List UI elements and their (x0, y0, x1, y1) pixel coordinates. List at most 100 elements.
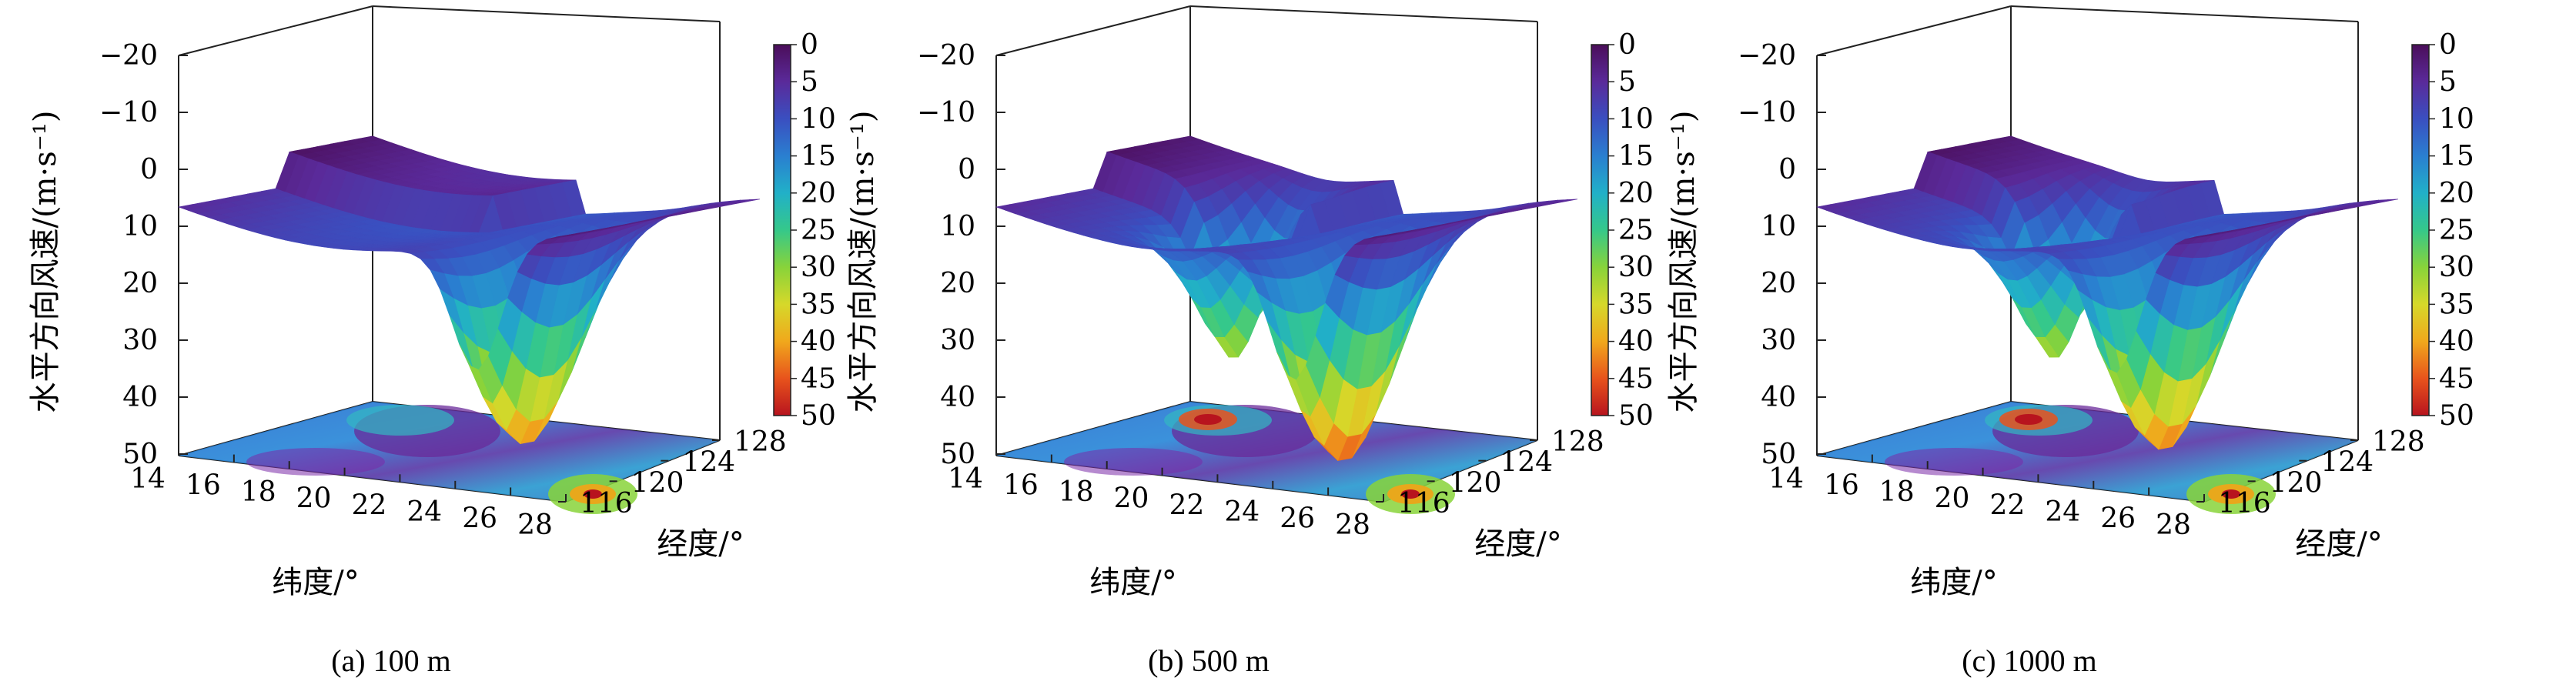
x-tick-label: 26 (2100, 503, 2136, 534)
x-tick-label: 14 (130, 463, 166, 495)
colorbar-tick-label: 35 (2439, 289, 2474, 320)
colorbar-tick-label: 35 (1618, 289, 1654, 320)
x-tick-label: 24 (2045, 496, 2080, 528)
x-tick-label: 28 (517, 509, 553, 541)
y-tick-label: 120 (631, 467, 684, 499)
z-axis-title: 水平方向风速/(m·s⁻¹) (1666, 110, 1701, 412)
colorbar-tick-label: 40 (2439, 326, 2474, 358)
colorbar-tick-label: 35 (801, 289, 836, 320)
z-tick-label: −10 (917, 97, 975, 129)
x-tick-label: 20 (296, 483, 332, 515)
colorbar-tick-label: 50 (2439, 400, 2474, 432)
colorbar-tick-label: 45 (801, 363, 836, 395)
x-tick-label: 20 (1114, 483, 1149, 515)
x-axis-title: 纬度/° (1910, 565, 1997, 600)
x-tick-label: 24 (406, 496, 442, 528)
y-axis-title: 经度/° (657, 526, 744, 562)
y-axis-title: 经度/° (1474, 526, 1561, 562)
x-tick-label: 22 (1990, 489, 2026, 521)
colorbar-tick-label: 10 (1618, 103, 1654, 135)
colorbar-tick-label: 45 (1618, 363, 1654, 395)
colorbar-tick-label: 5 (1618, 66, 1636, 98)
z-tick-label: 0 (140, 154, 158, 185)
y-tick-label: 128 (1551, 426, 1604, 458)
x-tick-label: 24 (1224, 496, 1260, 528)
colorbar-tick-label: 25 (801, 215, 836, 246)
x-tick-label: 16 (1824, 470, 1859, 502)
z-axis-ticks: −20 −10 0 10 20 30 40 50 (917, 40, 975, 470)
y-tick-label: 116 (1397, 488, 1450, 519)
z-tick-label: 30 (940, 325, 975, 356)
z-axis-title: 水平方向风速/(m·s⁻¹) (845, 110, 881, 412)
wind-surface (995, 135, 1578, 462)
colorbar-tick-label: 0 (801, 29, 818, 61)
colorbar-tick-label: 0 (1618, 29, 1636, 61)
z-tick-label: −20 (99, 40, 158, 72)
x-tick-label: 26 (1280, 503, 1315, 534)
z-axis-title: 水平方向风速/(m·s⁻¹) (28, 110, 63, 412)
colorbar-tick-label: 10 (2439, 103, 2474, 135)
colorbar: 0 5 10 15 20 25 30 35 40 45 50 (1591, 29, 1654, 432)
floor-contours (246, 405, 637, 514)
y-tick-label: 124 (682, 447, 735, 479)
z-tick-label: 20 (122, 268, 158, 299)
colorbar-tick-label: 25 (1618, 215, 1654, 246)
colorbar-tick-label: 10 (801, 103, 836, 135)
z-tick-label: 50 (940, 439, 975, 470)
colorbar-tick-label: 5 (2439, 66, 2457, 98)
floor-contours (1885, 405, 2276, 514)
x-tick-label: 14 (948, 463, 983, 495)
z-tick-label: 10 (940, 211, 975, 242)
z-tick-label: 10 (1761, 211, 1796, 242)
x-axis-title: 纬度/° (1089, 565, 1176, 600)
colorbar-tick-label: 5 (801, 66, 818, 98)
wind-surface (177, 135, 761, 445)
x-axis-ticks: 14 16 18 20 22 24 26 28 (948, 463, 1370, 541)
colorbar-tick-label: 25 (2439, 215, 2474, 246)
x-tick-label: 20 (1935, 483, 1970, 515)
x-axis-ticks: 14 16 18 20 22 24 26 28 (1768, 463, 2191, 541)
colorbar-tick-label: 50 (801, 400, 836, 432)
z-tick-label: 0 (958, 154, 975, 185)
z-tick-label: −20 (1738, 40, 1796, 72)
colorbar-tick-label: 20 (801, 178, 836, 209)
z-tick-label: 50 (122, 439, 158, 470)
y-tick-label: 116 (580, 488, 633, 519)
x-axis-ticks: 14 16 18 20 22 24 26 28 (130, 463, 553, 541)
x-tick-label: 26 (462, 503, 497, 534)
y-tick-label: 124 (1500, 447, 1553, 479)
z-tick-label: 40 (1761, 382, 1796, 413)
panel-caption: (a) 100 m (331, 643, 451, 678)
y-axis-title: 经度/° (2295, 526, 2382, 562)
x-tick-label: 14 (1768, 463, 1804, 495)
z-tick-label: −20 (917, 40, 975, 72)
z-tick-label: −10 (99, 97, 158, 129)
x-tick-label: 16 (186, 470, 221, 502)
colorbar-tick-label: 40 (1618, 326, 1654, 358)
colorbar-tick-label: 20 (1618, 178, 1654, 209)
x-tick-label: 28 (1335, 509, 1370, 541)
y-tick-label: 120 (2270, 467, 2323, 499)
x-tick-label: 22 (1169, 489, 1205, 521)
panel-caption: (b) 500 m (1148, 643, 1270, 678)
z-tick-label: 0 (1778, 154, 1796, 185)
colorbar: 0 5 10 15 20 25 30 35 40 45 50 (773, 29, 836, 432)
x-tick-label: 16 (1003, 470, 1039, 502)
x-tick-label: 28 (2156, 509, 2191, 541)
colorbar-tick-label: 0 (2439, 29, 2457, 61)
y-tick-label: 120 (1449, 467, 1502, 499)
z-tick-label: 30 (1761, 325, 1796, 356)
y-tick-label: 128 (2372, 426, 2425, 458)
wind-surface (1815, 135, 2399, 450)
panel-caption: (c) 1000 m (1962, 643, 2097, 678)
x-tick-label: 18 (241, 476, 276, 508)
x-tick-label: 18 (1059, 476, 1094, 508)
colorbar-tick-label: 40 (801, 326, 836, 358)
